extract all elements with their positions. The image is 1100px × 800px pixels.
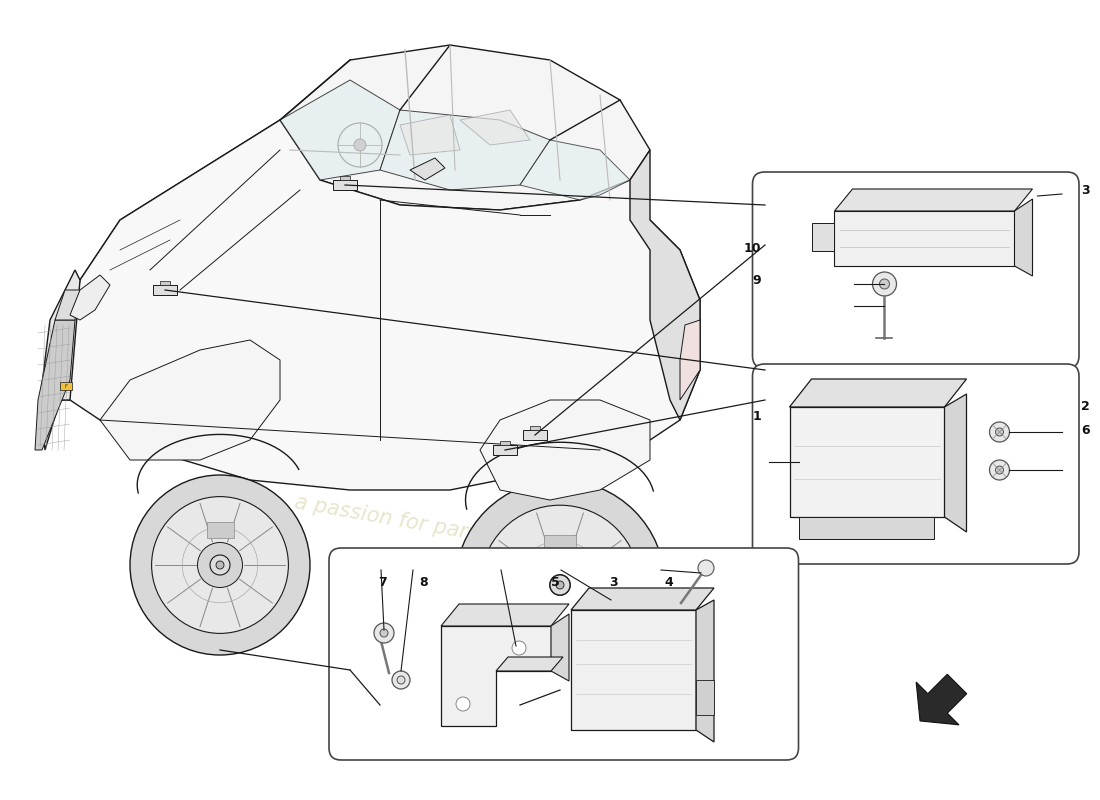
Polygon shape xyxy=(35,320,75,450)
Polygon shape xyxy=(379,110,550,190)
Polygon shape xyxy=(790,379,967,407)
FancyBboxPatch shape xyxy=(329,548,799,760)
Polygon shape xyxy=(80,120,320,350)
Circle shape xyxy=(211,556,229,574)
Bar xyxy=(333,180,358,190)
Bar xyxy=(522,430,547,440)
Circle shape xyxy=(996,466,1003,474)
Text: 5: 5 xyxy=(551,576,560,589)
Polygon shape xyxy=(480,400,650,500)
Polygon shape xyxy=(680,320,700,400)
Bar xyxy=(813,223,835,251)
Text: 3: 3 xyxy=(609,576,618,589)
FancyBboxPatch shape xyxy=(752,172,1079,368)
Polygon shape xyxy=(70,275,110,320)
Polygon shape xyxy=(40,270,80,450)
Polygon shape xyxy=(60,120,700,490)
Circle shape xyxy=(996,428,1003,436)
Polygon shape xyxy=(496,657,563,671)
Bar xyxy=(493,445,517,455)
Bar xyxy=(790,407,945,517)
Polygon shape xyxy=(916,674,967,725)
Circle shape xyxy=(455,480,666,690)
Circle shape xyxy=(392,671,410,689)
Bar xyxy=(153,285,177,295)
Text: 2: 2 xyxy=(1081,400,1090,413)
Polygon shape xyxy=(571,588,714,610)
Circle shape xyxy=(374,623,394,643)
Circle shape xyxy=(456,697,470,711)
Circle shape xyxy=(550,575,570,595)
FancyBboxPatch shape xyxy=(752,364,1079,564)
Bar xyxy=(571,610,696,730)
Circle shape xyxy=(990,460,1010,480)
Bar xyxy=(340,176,350,180)
Bar xyxy=(696,680,714,715)
Circle shape xyxy=(880,279,890,289)
Polygon shape xyxy=(630,150,700,420)
Circle shape xyxy=(556,581,564,589)
Circle shape xyxy=(130,475,310,655)
Bar xyxy=(530,426,540,430)
Bar xyxy=(60,382,72,390)
Text: a passion for parts since 1955: a passion for parts since 1955 xyxy=(294,493,607,567)
Polygon shape xyxy=(460,110,530,145)
Bar xyxy=(500,441,510,445)
Text: 3: 3 xyxy=(1081,184,1090,197)
Polygon shape xyxy=(835,189,1033,211)
Bar xyxy=(835,211,1014,266)
Circle shape xyxy=(990,422,1010,442)
Circle shape xyxy=(152,497,288,634)
Polygon shape xyxy=(551,614,569,681)
Polygon shape xyxy=(280,45,650,210)
Bar xyxy=(544,534,575,554)
Circle shape xyxy=(872,272,896,296)
Bar xyxy=(207,522,233,538)
Polygon shape xyxy=(696,600,714,742)
Text: ELITE: ELITE xyxy=(178,357,582,483)
Polygon shape xyxy=(1014,199,1033,276)
Polygon shape xyxy=(520,140,630,200)
Circle shape xyxy=(481,506,640,665)
Polygon shape xyxy=(55,290,80,320)
Polygon shape xyxy=(100,340,280,460)
Circle shape xyxy=(534,558,586,611)
Circle shape xyxy=(216,561,224,569)
Polygon shape xyxy=(410,158,446,180)
Text: F: F xyxy=(65,383,67,389)
Text: 8: 8 xyxy=(419,576,428,589)
Circle shape xyxy=(198,542,242,587)
Text: 6: 6 xyxy=(1081,424,1090,437)
Text: 1: 1 xyxy=(752,410,761,422)
Bar xyxy=(160,281,170,285)
Text: 10: 10 xyxy=(744,242,761,254)
Polygon shape xyxy=(400,115,460,155)
Text: 9: 9 xyxy=(752,274,761,286)
Polygon shape xyxy=(945,394,967,532)
Circle shape xyxy=(698,560,714,576)
Circle shape xyxy=(550,574,571,595)
Polygon shape xyxy=(441,604,569,626)
Circle shape xyxy=(354,139,366,151)
Polygon shape xyxy=(280,80,400,180)
Circle shape xyxy=(512,641,526,655)
Bar xyxy=(800,517,935,539)
Text: 7: 7 xyxy=(378,576,387,589)
Text: 4: 4 xyxy=(664,576,673,589)
Circle shape xyxy=(397,676,405,684)
Circle shape xyxy=(379,629,388,637)
Circle shape xyxy=(210,555,230,575)
Polygon shape xyxy=(441,626,551,726)
